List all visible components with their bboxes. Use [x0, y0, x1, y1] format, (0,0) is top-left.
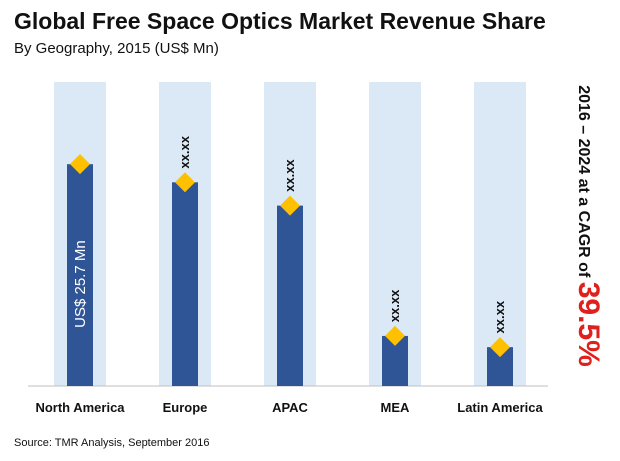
x-tick-label: Latin America — [457, 400, 543, 415]
cagr-label: 2016 – 2024 at a CAGR of — [575, 85, 592, 278]
x-tick-label: MEA — [381, 400, 411, 415]
bar-marker — [280, 195, 300, 216]
bar-marker — [70, 154, 90, 175]
cagr-value: 39.5% — [572, 281, 605, 367]
x-tick-label: APAC — [272, 400, 308, 415]
bar — [67, 164, 93, 386]
bar-value-label: xx.xx — [282, 159, 297, 192]
x-tick-label: North America — [35, 400, 125, 415]
bar — [172, 182, 198, 386]
bar-value-label: xx.xx — [177, 135, 192, 168]
source-note: Source: TMR Analysis, September 2016 — [14, 437, 210, 449]
column-band — [474, 82, 526, 386]
bar-marker — [385, 325, 405, 346]
bar-value-label: xx.xx — [387, 289, 402, 322]
bar — [277, 205, 303, 386]
chart-subtitle: By Geography, 2015 (US$ Mn) — [14, 40, 219, 57]
bar-marker — [175, 172, 195, 193]
x-tick-label: Europe — [163, 400, 208, 415]
bar-marker — [490, 337, 510, 358]
chart-title: Global Free Space Optics Market Revenue … — [14, 8, 546, 34]
bar-value-label: US$ 25.7 Mn — [72, 240, 89, 328]
bar-value-label: xx.xx — [492, 300, 507, 333]
